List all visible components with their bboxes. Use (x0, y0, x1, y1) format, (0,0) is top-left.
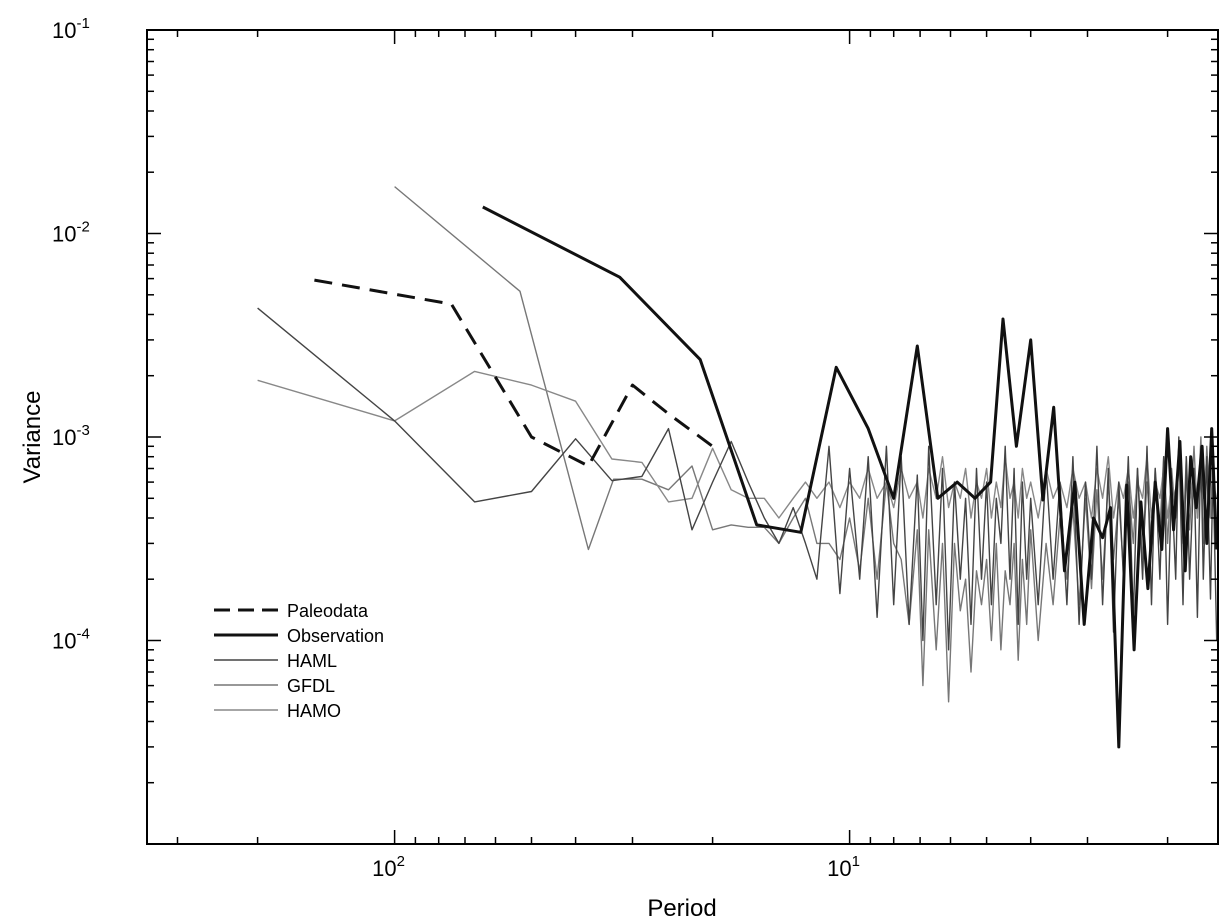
legend-label-haml: HAML (287, 651, 337, 671)
y-tick-label-exp: -2 (76, 219, 89, 236)
y-tick-label: 10-4 (52, 626, 90, 654)
series-layer (257, 186, 1219, 749)
y-tick-label-base: 10 (52, 18, 76, 43)
x-tick-label: 101 (827, 853, 860, 881)
series-line-haml (257, 307, 1218, 651)
ticks-layer (147, 29, 1218, 845)
plot-frame (146, 29, 1219, 845)
series-line-observation (482, 205, 1219, 749)
legend: Paleodata Observation HAML GFDL HAMO (214, 601, 384, 721)
legend-label-hamo: HAMO (287, 701, 341, 721)
x-tick-label-exp: 1 (852, 853, 860, 870)
series-line-paleodata (314, 278, 714, 468)
x-tick-label-base: 10 (372, 856, 396, 881)
x-tick-label-base: 10 (827, 856, 851, 881)
x-tick-label-exp: 2 (397, 853, 405, 870)
legend-label-observation: Observation (287, 626, 384, 646)
y-tick-label: 10-1 (52, 15, 90, 43)
y-tick-label-base: 10 (52, 629, 76, 654)
y-tick-label-exp: -3 (76, 422, 89, 439)
x-axis-title: Period (647, 895, 716, 922)
y-tick-label: 10-2 (52, 219, 90, 247)
y-tick-label-base: 10 (52, 425, 76, 450)
y-tick-label-base: 10 (52, 222, 76, 247)
x-tick-label: 102 (372, 853, 405, 881)
y-tick-label-exp: -4 (76, 626, 89, 643)
y-tick-label-exp: -1 (76, 15, 89, 32)
series-line-gfdl (394, 186, 1218, 703)
y-tick-label: 10-3 (52, 422, 90, 450)
y-axis-title: Variance (19, 391, 46, 484)
legend-label-gfdl: GFDL (287, 676, 335, 696)
legend-label-paleodata: Paleodata (287, 601, 369, 621)
